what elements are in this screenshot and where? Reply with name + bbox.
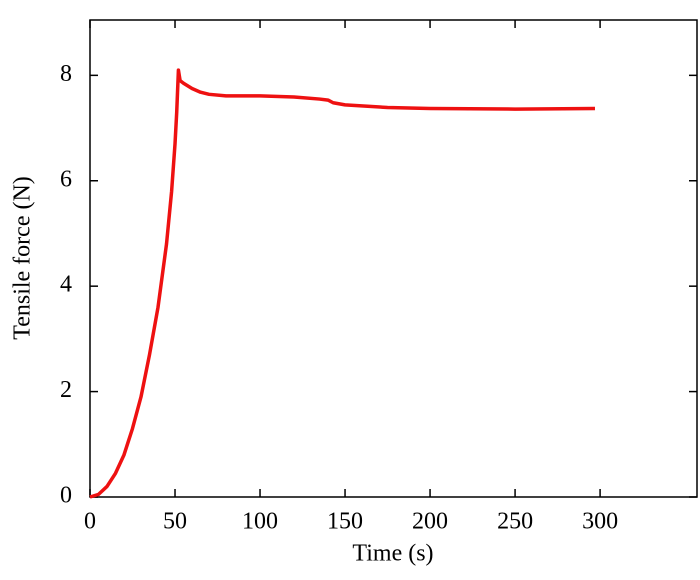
x-tick-label: 100 (242, 509, 278, 535)
x-tick-label: 300 (582, 509, 618, 535)
x-axis-label: Time (s) (352, 541, 433, 567)
x-tick-label: 250 (497, 509, 533, 535)
x-tick-label: 200 (412, 509, 448, 535)
x-tick-label: 0 (84, 509, 96, 535)
plot-frame (89, 19, 698, 498)
y-tick-label: 4 (60, 272, 72, 298)
y-tick-label: 0 (60, 483, 72, 509)
x-tick-label: 50 (163, 509, 187, 535)
data-line (89, 68, 595, 499)
y-tick-label: 8 (60, 61, 72, 87)
y-tick-label: 2 (60, 377, 72, 403)
y-tick-label: 6 (60, 166, 72, 192)
x-tick-label: 150 (327, 509, 363, 535)
y-axis-label: Tensile force (N) (10, 176, 36, 340)
